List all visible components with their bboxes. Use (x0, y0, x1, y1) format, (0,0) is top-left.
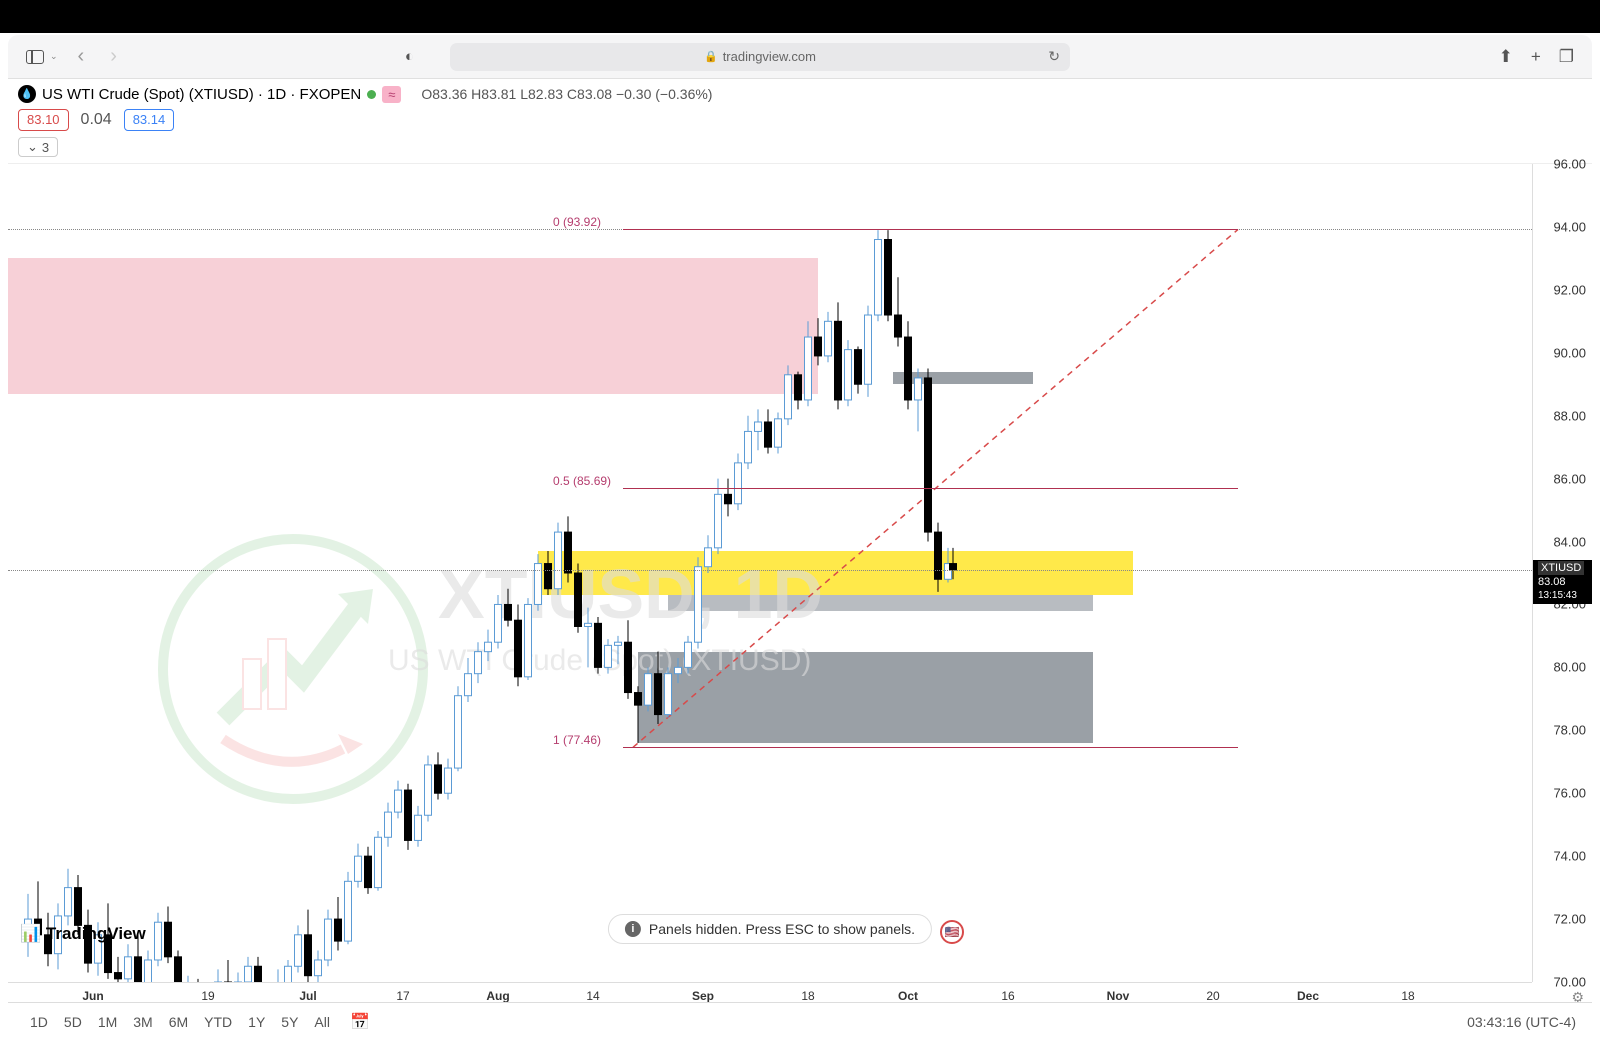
price-tick: 80.00 (1553, 660, 1586, 675)
timeframe-YTD[interactable]: YTD (198, 1010, 238, 1034)
candlestick-canvas (8, 164, 1532, 982)
fib-label: 0 (93.92) (553, 215, 601, 229)
url-text: tradingview.com (723, 49, 816, 64)
top-black-bar (0, 0, 1600, 33)
reload-icon[interactable]: ↻ (1048, 48, 1060, 65)
price-tick: 96.00 (1553, 157, 1586, 172)
ohlc-text: O83.36 H83.81 L82.83 C83.08 −0.30 (−0.36… (421, 86, 712, 102)
sidebar-toggle-icon[interactable] (26, 50, 44, 64)
fib-line (623, 747, 1238, 748)
market-status-dot (367, 90, 376, 99)
chart-header: 💧 US WTI Crude (Spot) (XTIUSD) · 1D · FX… (8, 79, 1592, 164)
time-tick: Sep (692, 989, 714, 1003)
time-tick: Jun (82, 989, 103, 1003)
current-price-tag: XTIUSD 83.0813:15:43 (1533, 560, 1592, 604)
symbol-title[interactable]: US WTI Crude (Spot) (XTIUSD) · 1D · FXOP… (42, 86, 361, 103)
url-bar[interactable]: 🔒 tradingview.com ↻ (450, 43, 1070, 71)
time-tick: Jul (299, 989, 316, 1003)
chevron-down-icon[interactable]: ⌄ (50, 51, 58, 62)
timeframe-5D[interactable]: 5D (58, 1010, 88, 1034)
tradingview-logo[interactable]: 📊 TradingView (20, 924, 146, 944)
share-icon[interactable]: ⬆ (1499, 47, 1513, 67)
timeframe-3M[interactable]: 3M (127, 1010, 158, 1034)
price-tick: 74.00 (1553, 849, 1586, 864)
price-tick: 72.00 (1553, 912, 1586, 927)
time-tick: 17 (396, 989, 409, 1003)
clock: 03:43:16 (UTC-4) (1467, 1014, 1576, 1030)
forward-button[interactable]: › (104, 45, 123, 68)
oil-drop-icon: 💧 (18, 85, 36, 103)
time-tick: 14 (586, 989, 599, 1003)
goto-date-icon[interactable]: 📅 (350, 1012, 370, 1032)
indicators-toggle[interactable]: ⌄ 3 (18, 137, 58, 157)
chart-area[interactable]: XTIUSD, 1D US WTI Crude (Spot) (XTIUSD) … (8, 164, 1532, 982)
lock-icon: 🔒 (704, 50, 718, 63)
fib-label: 0.5 (85.69) (553, 474, 611, 488)
timeframe-All[interactable]: All (308, 1010, 336, 1034)
timeframe-1Y[interactable]: 1Y (242, 1010, 271, 1034)
ask-price[interactable]: 83.14 (124, 109, 175, 131)
economic-event-badge[interactable]: 🇺🇸 (940, 920, 964, 944)
fib-line (623, 488, 1238, 489)
price-tick: 78.00 (1553, 723, 1586, 738)
fib-label: 1 (77.46) (553, 733, 601, 747)
browser-toolbar: ⌄ ‹ › ◐ 🔒 tradingview.com ↻ ⬆ + ❐ (8, 35, 1592, 79)
price-tick: 90.00 (1553, 345, 1586, 360)
bid-price[interactable]: 83.10 (18, 109, 69, 131)
time-tick: 16 (1001, 989, 1014, 1003)
price-tick: 94.00 (1553, 219, 1586, 234)
time-tick: Nov (1107, 989, 1130, 1003)
new-tab-icon[interactable]: + (1531, 47, 1541, 67)
info-icon: i (625, 921, 641, 937)
price-tick: 76.00 (1553, 786, 1586, 801)
timeframe-5Y[interactable]: 5Y (275, 1010, 304, 1034)
approx-badge: ≈ (382, 86, 401, 103)
price-tick: 88.00 (1553, 408, 1586, 423)
fib-line (623, 229, 1238, 230)
price-tick: 92.00 (1553, 282, 1586, 297)
panels-hidden-banner[interactable]: i Panels hidden. Press ESC to show panel… (608, 914, 932, 944)
price-tick: 70.00 (1553, 975, 1586, 990)
time-tick: 20 (1206, 989, 1219, 1003)
spread: 0.04 (77, 109, 116, 131)
timeframe-1M[interactable]: 1M (92, 1010, 123, 1034)
tabs-icon[interactable]: ❐ (1559, 47, 1574, 67)
back-button[interactable]: ‹ (72, 45, 91, 68)
timeframe-1D[interactable]: 1D (24, 1010, 54, 1034)
time-tick: Dec (1297, 989, 1319, 1003)
timeframe-6M[interactable]: 6M (163, 1010, 194, 1034)
time-tick: Aug (486, 989, 509, 1003)
time-tick: 18 (801, 989, 814, 1003)
price-tick: 84.00 (1553, 534, 1586, 549)
dotted-hline (8, 570, 1532, 571)
time-tick: Oct (898, 989, 918, 1003)
time-tick: 18 (1401, 989, 1414, 1003)
privacy-shield-icon[interactable]: ◐ (405, 48, 414, 65)
price-axis[interactable]: 70.0072.0074.0076.0078.0080.0082.0084.00… (1532, 164, 1592, 982)
bottom-toolbar: 1D5D1M3M6MYTD1Y5YAll 📅 03:43:16 (UTC-4) (8, 1002, 1592, 1040)
chart-container: XTIUSD, 1D US WTI Crude (Spot) (XTIUSD) … (8, 164, 1592, 1014)
time-tick: 19 (201, 989, 214, 1003)
price-tick: 86.00 (1553, 471, 1586, 486)
